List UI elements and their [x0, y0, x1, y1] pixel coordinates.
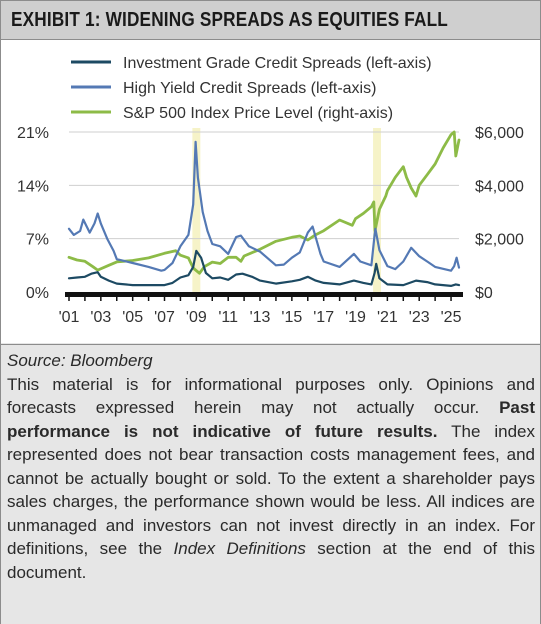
disclaimer-bold: Past performance is not indicative of fu…: [7, 398, 535, 441]
legend-label-hy: High Yield Credit Spreads (left-axis): [123, 80, 376, 97]
x-tick-label: '01: [59, 309, 80, 326]
x-tick-label: '07: [154, 309, 175, 326]
chart: '01'03'05'07'09'11'13'15'17'19'21'23'25 …: [1, 40, 540, 343]
grid: [69, 131, 459, 240]
index-definitions-ref: Index Definitions: [173, 539, 306, 558]
y-axis-right: $0 $2,000 $4,000 $6,000: [475, 125, 524, 302]
notes-panel: Source: Bloomberg This material is for i…: [1, 344, 540, 624]
series-line-hy: [67, 140, 461, 272]
y-left-tick-label: 7%: [26, 232, 49, 249]
x-tick-label: '13: [250, 309, 271, 326]
series-line-ig: [67, 249, 461, 287]
x-tick-label: '03: [90, 309, 111, 326]
x-tick-label: '21: [377, 309, 398, 326]
x-tick-label: '09: [186, 309, 207, 326]
exhibit-title: EXHIBIT 1: WIDENING SPREADS AS EQUITIES …: [11, 9, 448, 31]
y-right-tick-label: $6,000: [475, 125, 524, 142]
shaded-period-0: [192, 128, 201, 292]
y-left-tick-label: 0%: [26, 285, 49, 302]
x-axis-line: [65, 292, 463, 297]
legend: Investment Grade Credit Spreads (left-ax…: [71, 55, 432, 122]
x-tick-label: '11: [218, 309, 238, 326]
title-bar: EXHIBIT 1: WIDENING SPREADS AS EQUITIES …: [1, 1, 540, 40]
disclaimer: This material is for informational purpo…: [7, 373, 535, 585]
disclaimer-text-2: The index represented does not bear tran…: [7, 421, 535, 559]
shaded-periods: [192, 128, 381, 292]
y-right-tick-label: $2,000: [475, 232, 524, 249]
legend-label-ig: Investment Grade Credit Spreads (left-ax…: [123, 55, 432, 72]
y-left-tick-label: 21%: [17, 125, 49, 142]
series-line-spx: [67, 130, 461, 275]
series-lines: [67, 130, 461, 287]
y-axis-left: 0% 7% 14% 21%: [17, 125, 49, 302]
legend-label-spx: S&P 500 Index Price Level (right-axis): [123, 105, 393, 122]
y-right-tick-label: $4,000: [475, 178, 524, 195]
x-tick-label: '17: [313, 309, 334, 326]
source-note: Source: Bloomberg: [7, 351, 153, 370]
x-tick-label: '25: [441, 309, 462, 326]
x-tick-label: '15: [281, 309, 302, 326]
x-tick-label: '23: [409, 309, 430, 326]
x-tick-label: '19: [345, 309, 366, 326]
x-tick-label: '05: [122, 309, 143, 326]
disclaimer-text-3: section at the end of this document.: [7, 539, 536, 582]
disclaimer-text-1: This material is for informational purpo…: [7, 374, 535, 418]
y-left-tick-label: 14%: [17, 178, 49, 195]
y-right-tick-label: $0: [475, 285, 493, 302]
x-axis: '01 '03 '05 '07 '09 '11 '13 '15 '17 '19 '21 '23 '25: [59, 292, 463, 326]
shaded-period-1: [373, 128, 381, 292]
